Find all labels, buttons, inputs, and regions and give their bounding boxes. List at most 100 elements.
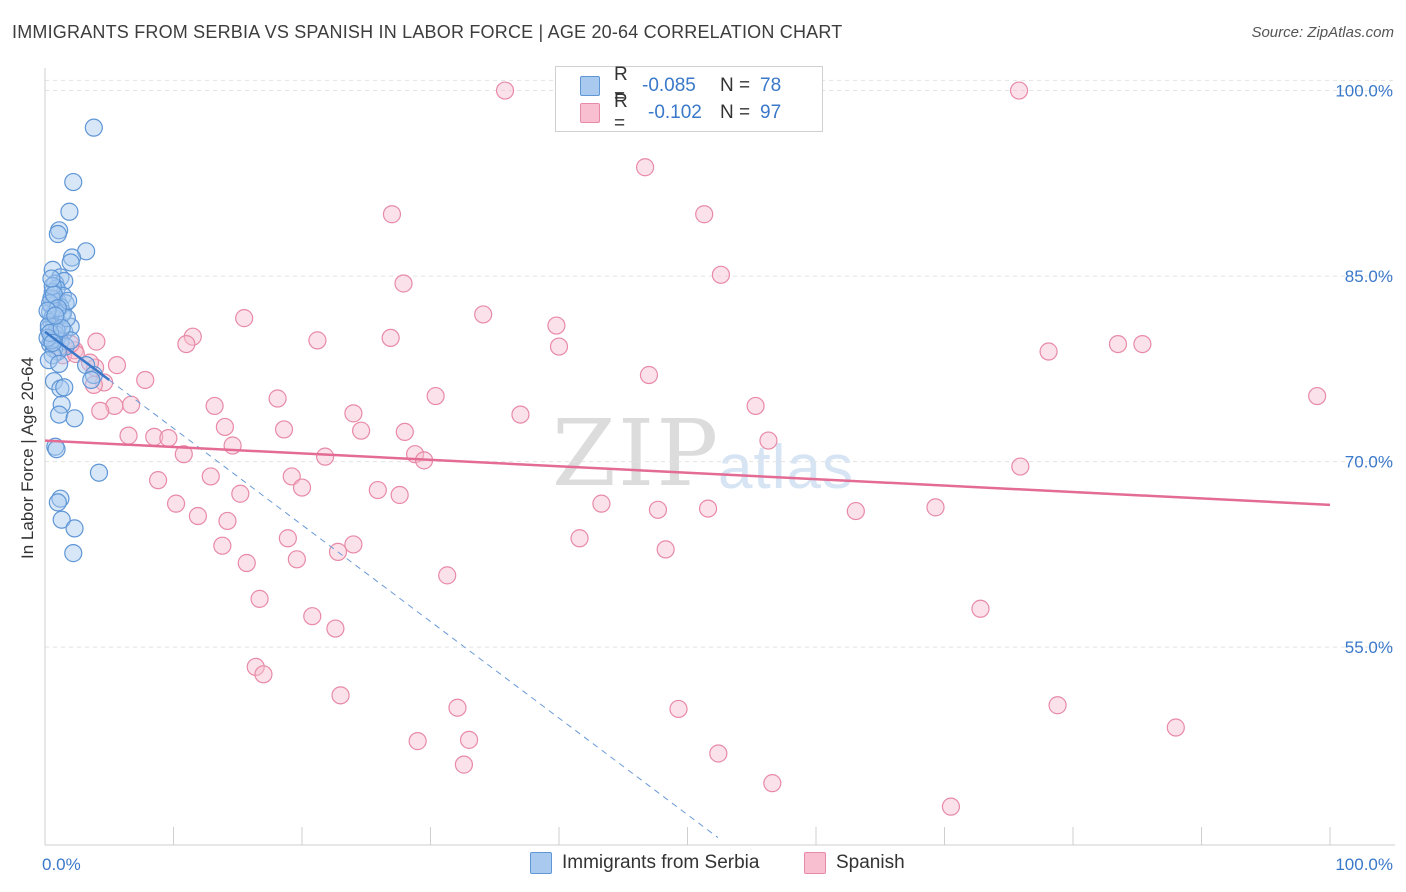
data-point-spanish: [344, 535, 363, 554]
data-point-spanish: [1048, 696, 1067, 715]
series-serbia: [38, 118, 109, 563]
data-point-spanish: [495, 81, 515, 100]
data-point-spanish: [331, 686, 350, 705]
data-point-serbia: [39, 351, 58, 370]
data-point-spanish: [326, 619, 345, 638]
series-spanish: [48, 81, 1327, 816]
data-point-serbia: [50, 354, 69, 373]
data-point-spanish: [1011, 457, 1030, 476]
trend-line-serbia-dashed: [108, 379, 719, 838]
data-point-spanish: [570, 529, 589, 548]
data-point-serbia: [60, 202, 79, 221]
data-point-spanish: [268, 389, 287, 408]
data-point-spanish: [303, 607, 322, 626]
data-point-spanish: [235, 309, 254, 328]
data-point-spanish: [287, 550, 306, 569]
data-point-spanish: [698, 499, 718, 518]
legend-r-label: R =: [614, 64, 628, 107]
data-point-spanish: [218, 511, 237, 531]
data-point-serbia: [89, 463, 109, 482]
data-point-spanish: [254, 665, 273, 684]
data-point-serbia: [65, 409, 84, 428]
data-point-spanish: [166, 494, 186, 513]
bottom-legend-label-serbia: Immigrants from Serbia: [562, 852, 760, 873]
source-label: Source: ZipAtlas.com: [1251, 24, 1394, 41]
bottom-legend-swatch-spanish: [804, 852, 826, 874]
data-point-spanish: [215, 417, 234, 437]
data-point-spanish: [763, 774, 782, 793]
data-point-spanish: [1009, 81, 1029, 100]
data-point-serbia: [48, 224, 67, 244]
data-point-serbia: [46, 306, 65, 325]
legend-row-serbia: R = -0.085 N = 78: [580, 64, 782, 107]
data-point-spanish: [231, 484, 250, 503]
data-point-serbia: [47, 440, 66, 459]
data-point-spanish: [188, 506, 208, 526]
bottom-legend-swatch-serbia: [530, 852, 552, 874]
data-point-spanish: [308, 331, 327, 350]
data-point-spanish: [408, 732, 427, 751]
data-point-spanish: [459, 730, 479, 749]
legend: R = -0.085 N = 78 R = -0.102 N = 97: [555, 64, 823, 134]
data-point-spanish: [1166, 718, 1185, 737]
legend-swatch-spanish: [580, 103, 600, 123]
legend-r-label: R =: [614, 91, 628, 134]
data-point-spanish: [1133, 334, 1152, 354]
data-point-spanish: [395, 422, 414, 442]
data-point-spanish: [635, 158, 655, 177]
data-point-serbia: [38, 328, 57, 348]
data-point-serbia: [61, 331, 80, 350]
data-point-spanish: [547, 316, 566, 335]
watermark-zip: ZIP: [552, 400, 721, 507]
data-point-spanish: [105, 396, 124, 416]
data-point-spanish: [205, 396, 224, 416]
data-point-spanish: [148, 471, 168, 490]
y-tick-label: 70.0%: [1345, 453, 1393, 472]
legend-row-spanish: R = -0.102 N = 97: [580, 91, 782, 134]
data-point-spanish: [121, 395, 141, 414]
data-point-spanish: [394, 274, 413, 293]
data-point-spanish: [448, 698, 467, 717]
data-point-spanish: [246, 657, 265, 677]
trend-line-spanish: [44, 439, 1331, 507]
data-point-spanish: [1308, 386, 1327, 406]
data-point-serbia: [64, 172, 83, 192]
data-point-serbia: [44, 372, 64, 391]
data-point-spanish: [426, 386, 445, 406]
data-point-spanish: [1039, 342, 1058, 361]
data-point-serbia: [52, 510, 71, 529]
legend-swatch-serbia: [580, 76, 600, 96]
data-point-spanish: [316, 447, 335, 466]
data-point-spanish: [368, 480, 387, 500]
y-tick-label: 55.0%: [1345, 638, 1393, 657]
watermark-atlas: atlas: [718, 433, 854, 502]
axes: [44, 68, 1395, 846]
data-point-serbia: [42, 269, 61, 288]
data-point-spanish: [695, 205, 714, 224]
legend-r-value: -0.085: [642, 75, 696, 96]
data-point-spanish: [709, 744, 728, 763]
trend-line-serbia-solid: [44, 330, 111, 382]
data-point-spanish: [84, 375, 103, 395]
data-point-spanish: [352, 421, 371, 440]
data-point-spanish: [926, 498, 945, 517]
data-point-spanish: [136, 370, 155, 390]
data-point-spanish: [91, 401, 110, 420]
legend-n-value: 78: [760, 75, 782, 96]
data-point-spanish: [107, 356, 127, 375]
legend-n-label: N =: [720, 102, 751, 123]
data-point-spanish: [648, 500, 668, 519]
tick-labels: 55.0% 70.0% 85.0% 100.0% 0.0% 100.0%: [42, 82, 1393, 874]
data-point-spanish: [454, 755, 474, 774]
data-point-spanish: [201, 467, 220, 486]
data-point-spanish: [941, 797, 961, 816]
data-point-serbia: [48, 493, 67, 512]
y-tick-label: 85.0%: [1345, 267, 1393, 286]
data-point-serbia: [64, 544, 83, 563]
data-point-spanish: [438, 566, 457, 585]
data-point-spanish: [746, 396, 765, 416]
data-point-serbia: [59, 291, 78, 310]
legend-n-value: 97: [760, 102, 782, 123]
chart-title: IMMIGRANTS FROM SERBIA VS SPANISH IN LAB…: [12, 22, 843, 42]
